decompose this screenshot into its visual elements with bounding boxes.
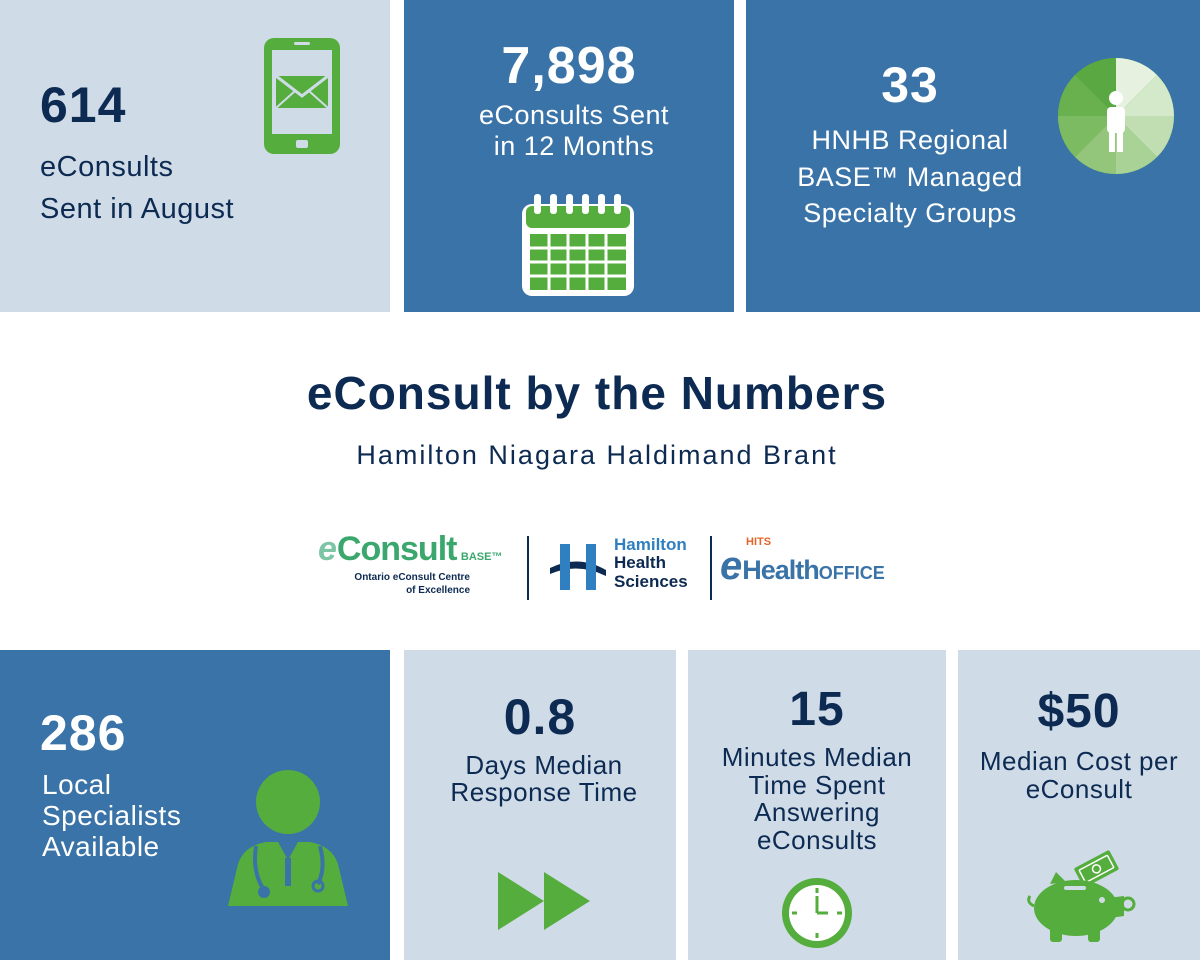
stat-tile-specialty-groups: 33 HNHB Regional BASE™ Managed Specialty… — [746, 0, 1200, 312]
stat-label-line: Time Spent — [748, 769, 886, 800]
tagline-line: of Excellence — [406, 584, 470, 596]
clock-icon — [780, 876, 854, 950]
stat-number: 286 — [40, 705, 127, 761]
stat-label: HNHB Regional BASE™ Managed Specialty Gr… — [746, 122, 1074, 232]
ehealth-office: OFFICE — [818, 563, 885, 583]
stat-number: 0.8 — [503, 689, 577, 745]
stat-tile-august: 614 eConsults Sent in August — [0, 0, 390, 312]
person-pie-icon — [1056, 56, 1176, 176]
stat-label-line: in 12 Months — [493, 131, 655, 162]
stat-label-line: eConsults Sent — [478, 100, 670, 130]
stat-label-line: Response Time — [450, 777, 638, 808]
hhs-logo: Hamilton Health Sciences — [546, 535, 706, 600]
stat-label-line: Available — [42, 830, 160, 862]
stat-label-line: BASE™ Managed — [797, 161, 1023, 192]
econsult-e: e — [318, 530, 337, 568]
page-title: eConsult by the Numbers — [306, 367, 888, 419]
calendar-icon — [520, 192, 636, 298]
stat-label: eConsults Sent in 12 Months — [404, 100, 734, 163]
hhs-line: Hamilton — [614, 535, 687, 554]
stat-label: Days Median Response Time — [404, 750, 676, 808]
stat-number: 33 — [881, 57, 939, 113]
econsult-tagline: Ontario eConsult Centre of Excellence — [354, 572, 470, 597]
econsult-base: BASE™ — [460, 551, 503, 563]
ehealth-wordmark: eHealthOFFICE — [720, 544, 885, 589]
stat-label: Local Specialists Available — [42, 769, 182, 862]
stat-label: eConsults Sent in August — [40, 146, 234, 230]
tablet-envelope-icon — [262, 36, 342, 156]
stat-label-line: Specialists — [42, 799, 182, 831]
logo-divider — [527, 536, 529, 600]
stat-number: 15 — [789, 683, 845, 736]
doctor-icon — [222, 768, 354, 906]
stat-tile-time-spent: 15 Minutes Median Time Spent Answering e… — [688, 650, 946, 960]
stat-tile-12-months: 7,898 eConsults Sent in 12 Months — [404, 0, 734, 312]
hhs-wordmark: Hamilton Health Sciences — [614, 535, 688, 591]
piggy-bank-icon — [1024, 846, 1136, 942]
stat-number: 7,898 — [501, 37, 637, 95]
stat-label-line: Local — [42, 769, 112, 800]
stat-number: 614 — [40, 77, 127, 133]
stat-label-line: eConsult — [1025, 773, 1133, 804]
stat-label-line: HNHB Regional — [811, 125, 1009, 155]
stat-label-line: Days Median — [465, 750, 623, 780]
hhs-line: Health — [614, 553, 666, 573]
stat-label: Median Cost per eConsult — [958, 746, 1200, 804]
ehealth-office-logo: HITS eHealthOFFICE — [720, 536, 890, 600]
stat-label: Minutes Median Time Spent Answering eCon… — [688, 742, 946, 855]
stat-label-line: Median Cost per — [979, 746, 1179, 776]
econsult-logo: eConsult BASE™ Ontario eConsult Centre o… — [318, 530, 518, 602]
stat-label-line: eConsults — [756, 824, 878, 855]
stat-tile-response-time: 0.8 Days Median Response Time — [404, 650, 676, 960]
ehealth-e: e — [720, 544, 743, 588]
ehealth-health: Health — [742, 555, 820, 585]
hhs-bridge-icon — [546, 540, 610, 592]
hits-label: HITS — [746, 536, 772, 548]
stat-tile-cost: $50 Median Cost per eConsult — [958, 650, 1200, 960]
tagline-line: Ontario eConsult Centre — [354, 572, 470, 583]
fast-forward-icon — [496, 870, 592, 932]
stat-label-line: Answering — [754, 797, 880, 828]
stat-tile-specialists: 286 Local Specialists Available — [0, 650, 390, 960]
stat-number: $50 — [1037, 685, 1121, 738]
logo-divider — [710, 536, 712, 600]
page-subtitle: Hamilton Niagara Haldimand Brant — [356, 440, 838, 470]
stat-label-line: eConsults — [40, 151, 174, 183]
stat-label-line: Specialty Groups — [803, 198, 1017, 229]
stat-label-line: Sent in August — [40, 193, 235, 226]
hhs-line: Sciences — [614, 571, 688, 591]
econsult-wordmark: eConsult BASE™ — [318, 530, 502, 569]
econsult-name: Consult — [336, 530, 458, 568]
stat-label-line: Minutes Median — [721, 742, 913, 772]
